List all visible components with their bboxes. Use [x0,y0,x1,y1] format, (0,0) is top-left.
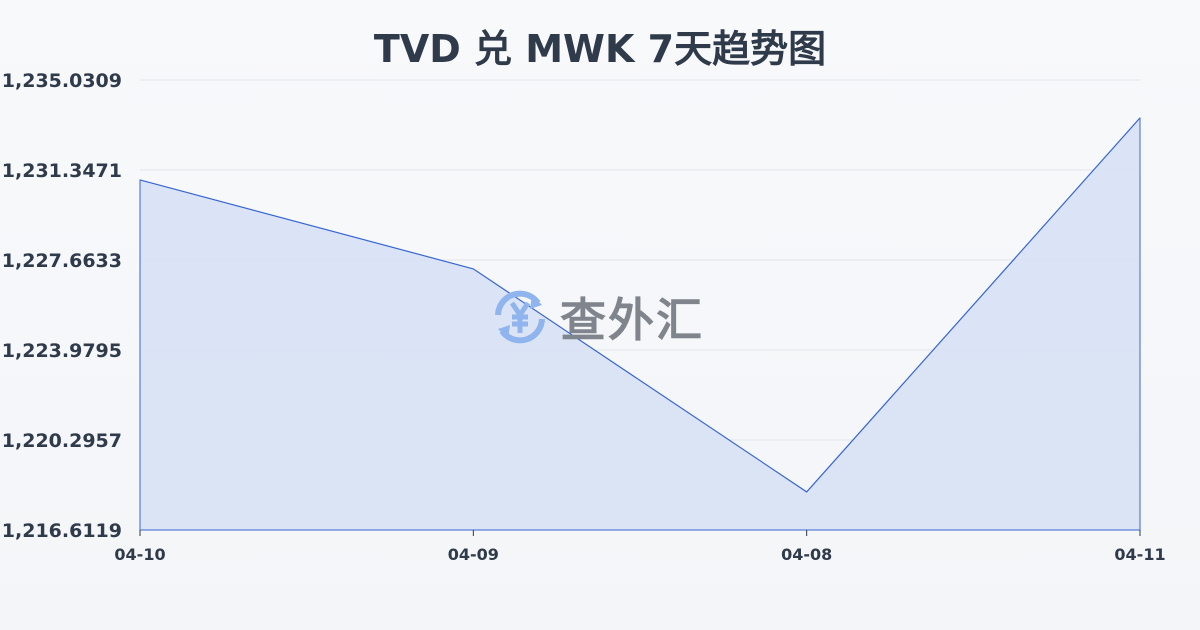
chart-title: TVD 兑 MWK 7天趋势图 [373,27,827,71]
watermark-text: 查外汇 [560,293,704,347]
y-tick-label: 1,216.6119 [2,520,122,542]
watermark: 查外汇 [488,284,704,350]
y-tick-label: 1,223.9795 [2,340,122,362]
series-line [139,117,1141,493]
data-point [806,491,808,493]
y-tick-label: 1,227.6633 [2,250,122,272]
data-point [472,268,474,270]
x-tick-label: 04-09 [448,545,499,564]
x-tick-label: 04-08 [781,545,832,564]
x-tick-label: 04-10 [114,545,165,564]
y-tick-label: 1,231.3471 [2,160,122,182]
yen-exchange-icon [495,290,545,344]
data-point [139,179,141,181]
data-point [1139,117,1141,119]
y-tick-label: 1,220.2957 [2,430,122,452]
series-area [140,117,1140,530]
x-tick-label: 04-11 [1114,545,1165,564]
y-tick-label: 1,235.0309 [2,70,122,92]
